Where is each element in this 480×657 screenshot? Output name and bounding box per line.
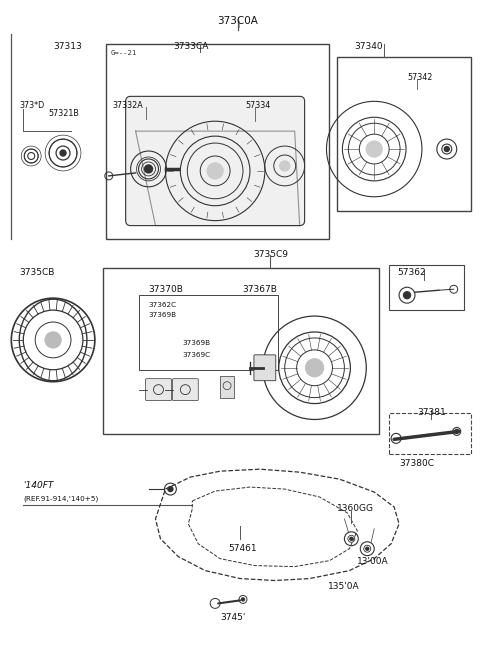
Circle shape: [241, 598, 244, 601]
Bar: [106, 43, 329, 238]
Bar: [103, 268, 379, 434]
Text: '140FT: '140FT: [23, 481, 54, 490]
Circle shape: [350, 537, 353, 540]
Text: 3735C9: 3735C9: [253, 250, 288, 260]
Text: (REF.91-914,'140+5): (REF.91-914,'140+5): [23, 495, 98, 501]
Text: 37380C: 37380C: [399, 459, 434, 468]
Text: 37332A: 37332A: [113, 101, 144, 110]
Circle shape: [404, 292, 410, 299]
Text: 37367B: 37367B: [242, 285, 277, 294]
Circle shape: [60, 150, 66, 156]
Text: 37340: 37340: [354, 41, 383, 51]
Text: 37381: 37381: [417, 407, 446, 417]
Text: 135'0A: 135'0A: [327, 581, 359, 591]
Text: 57342: 57342: [407, 74, 432, 83]
Text: 57461: 57461: [228, 544, 257, 553]
Text: 37313: 37313: [53, 41, 82, 51]
Text: 37362C: 37362C: [148, 302, 177, 308]
Bar: [220, 376, 234, 397]
Text: 57321B: 57321B: [48, 109, 79, 118]
Text: 3745': 3745': [220, 614, 245, 622]
Circle shape: [45, 332, 61, 348]
Circle shape: [144, 165, 153, 173]
Text: 3733CA: 3733CA: [173, 41, 209, 51]
Text: G=--21: G=--21: [111, 50, 137, 56]
Text: 37369C: 37369C: [182, 352, 210, 358]
FancyBboxPatch shape: [126, 97, 305, 225]
FancyBboxPatch shape: [145, 378, 171, 401]
Circle shape: [366, 141, 382, 157]
Circle shape: [366, 547, 369, 550]
Circle shape: [444, 147, 449, 152]
Circle shape: [280, 161, 290, 171]
Text: 13'00A: 13'00A: [357, 556, 389, 566]
Text: |: |: [237, 21, 239, 28]
Text: 1360GG: 1360GG: [337, 504, 374, 513]
Text: 57362: 57362: [397, 268, 426, 277]
Text: 37369B: 37369B: [148, 312, 177, 318]
Circle shape: [455, 430, 459, 434]
Text: 3735CB: 3735CB: [19, 268, 55, 277]
Circle shape: [306, 359, 324, 376]
Text: 373*D: 373*D: [19, 101, 45, 110]
Bar: [139, 295, 278, 370]
Bar: [337, 57, 471, 211]
Circle shape: [207, 163, 223, 179]
FancyBboxPatch shape: [172, 378, 198, 401]
Text: 57334: 57334: [245, 101, 270, 110]
Bar: [389, 413, 471, 454]
Bar: [389, 265, 464, 310]
Text: 373C0A: 373C0A: [217, 16, 258, 26]
FancyBboxPatch shape: [254, 355, 276, 380]
Text: 37370B: 37370B: [148, 285, 183, 294]
Circle shape: [168, 487, 173, 491]
Text: 37369B: 37369B: [182, 340, 210, 346]
